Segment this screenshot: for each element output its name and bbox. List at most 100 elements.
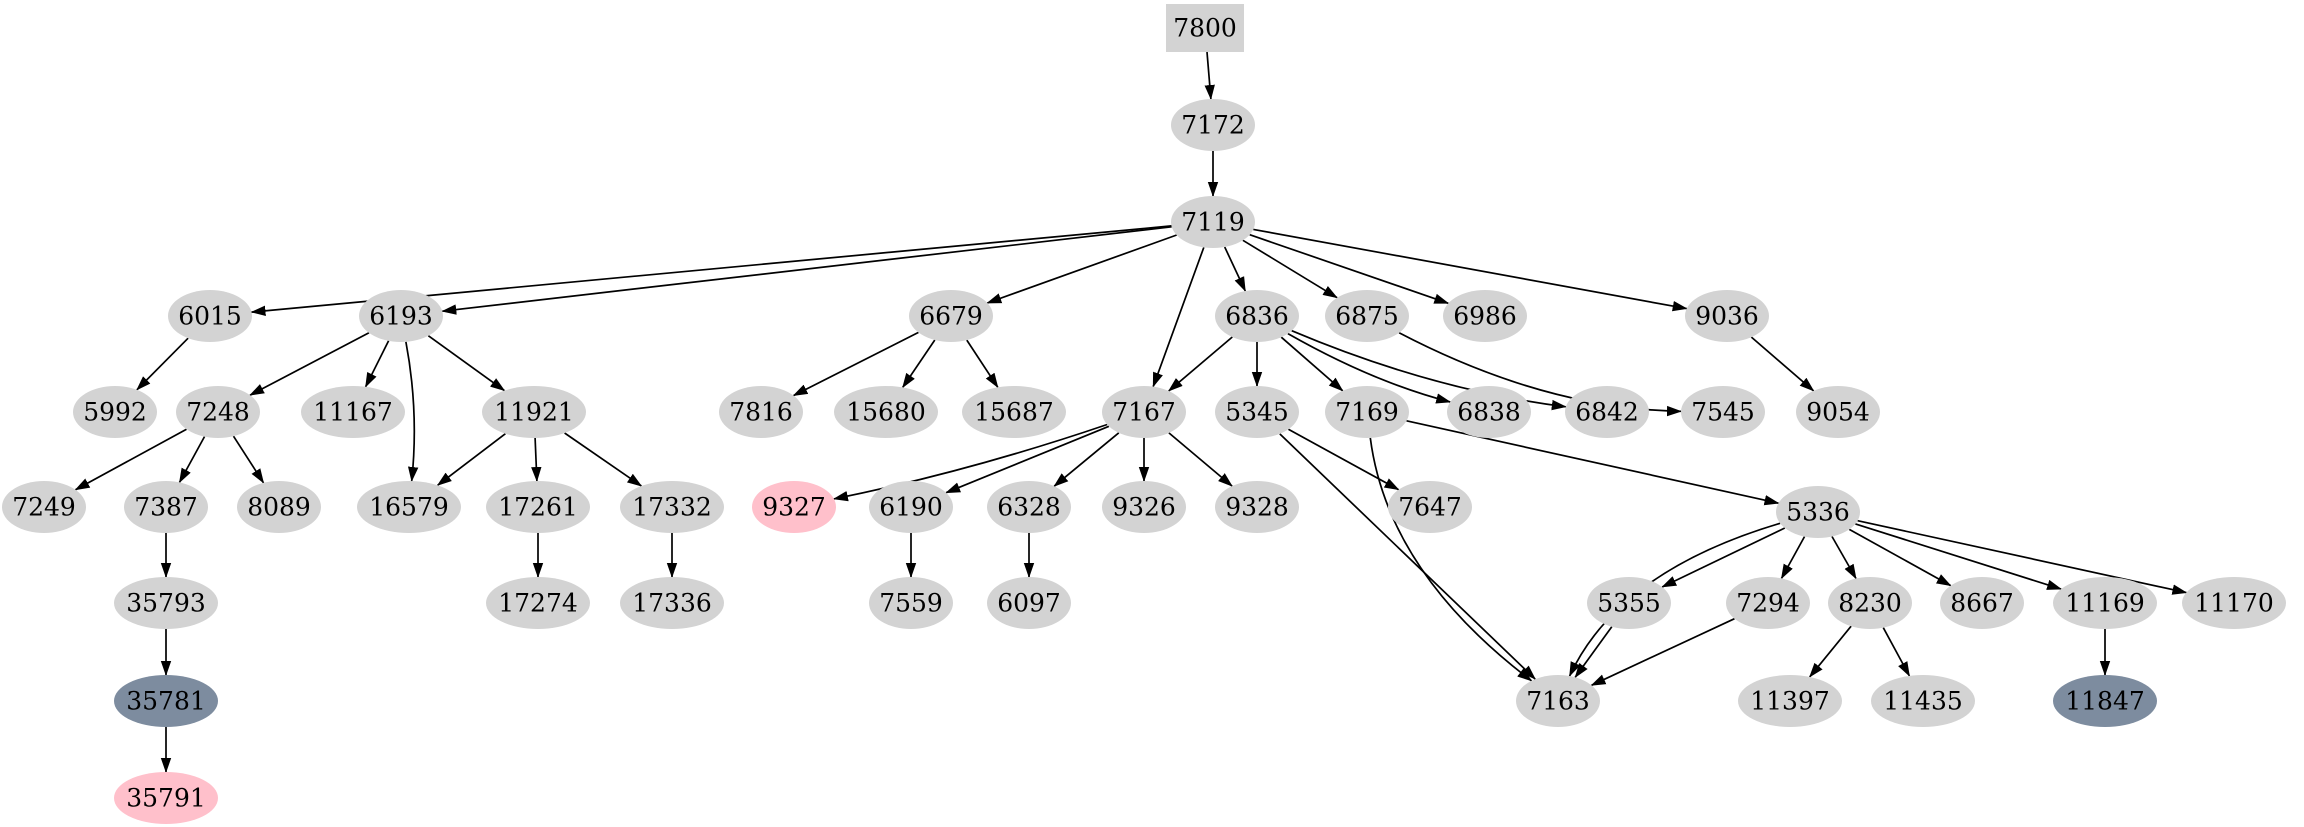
- node-shape-ellipse: [1447, 386, 1531, 438]
- node-6328: 6328: [987, 481, 1071, 533]
- node-label-11167: 11167: [313, 398, 393, 427]
- node-shape-ellipse: [114, 577, 218, 629]
- edge-6193-7248: [249, 332, 370, 396]
- node-6986: 6986: [1443, 290, 1527, 342]
- node-label-7248: 7248: [186, 398, 250, 427]
- node-5336: 5336: [1776, 486, 1860, 538]
- edge-6015-5992: [136, 337, 189, 391]
- node-shape-ellipse: [1215, 290, 1299, 342]
- node-shape-ellipse: [1102, 481, 1186, 533]
- node-6836: 6836: [1215, 290, 1299, 342]
- node-5355: 5355: [1587, 577, 1671, 629]
- node-shape-ellipse: [176, 386, 260, 438]
- node-shape-ellipse: [114, 675, 218, 727]
- node-label-7119: 7119: [1181, 208, 1245, 237]
- node-shape-ellipse: [124, 481, 208, 533]
- node-label-7294: 7294: [1736, 589, 1800, 618]
- node-label-11170: 11170: [2194, 589, 2274, 618]
- node-label-7545: 7545: [1691, 398, 1755, 427]
- node-shape-ellipse: [752, 481, 836, 533]
- node-label-11169: 11169: [2065, 589, 2145, 618]
- node-shape-ellipse: [1871, 675, 1975, 727]
- node-6838: 6838: [1447, 386, 1531, 438]
- edge-6193-11921: [427, 335, 506, 392]
- node-7294: 7294: [1726, 577, 1810, 629]
- node-label-7167: 7167: [1112, 398, 1176, 427]
- node-shape-ellipse: [1565, 386, 1649, 438]
- node-shape-ellipse: [1828, 577, 1912, 629]
- node-15680: 15680: [834, 386, 938, 438]
- node-label-5355: 5355: [1597, 589, 1661, 618]
- node-7647: 7647: [1388, 481, 1472, 533]
- node-7169: 7169: [1325, 386, 1409, 438]
- edge-5345-7647: [1287, 428, 1400, 491]
- edge-7800-7172: [1204, 51, 1215, 100]
- node-35781: 35781: [114, 675, 218, 727]
- edge-5336-7294: [1780, 536, 1806, 580]
- node-7119: 7119: [1171, 196, 1255, 248]
- edge-7167-6190: [945, 425, 1110, 494]
- node-shape-ellipse: [834, 386, 938, 438]
- node-label-7169: 7169: [1335, 398, 1399, 427]
- node-label-11435: 11435: [1883, 687, 1963, 716]
- node-17274: 17274: [486, 577, 590, 629]
- edge-7119-6986: [1249, 233, 1450, 305]
- node-shape-ellipse: [1443, 290, 1527, 342]
- edge-7119-6875: [1242, 239, 1338, 299]
- edges-layer: [74, 51, 2188, 773]
- node-label-7559: 7559: [879, 589, 943, 618]
- node-label-6838: 6838: [1457, 398, 1521, 427]
- node-17332: 17332: [620, 481, 724, 533]
- node-label-7647: 7647: [1398, 493, 1462, 522]
- node-shape-ellipse: [2053, 577, 2157, 629]
- edge-6836-6842: [1291, 329, 1567, 411]
- node-7559: 7559: [869, 577, 953, 629]
- node-label-7249: 7249: [12, 493, 76, 522]
- node-16579: 16579: [357, 481, 461, 533]
- node-shape-ellipse: [486, 577, 590, 629]
- node-shape-ellipse: [1796, 386, 1880, 438]
- node-label-6190: 6190: [879, 493, 943, 522]
- node-7249: 7249: [2, 481, 86, 533]
- node-9036: 9036: [1685, 290, 1769, 342]
- node-15687: 15687: [962, 386, 1066, 438]
- node-7387: 7387: [124, 481, 208, 533]
- node-label-16579: 16579: [369, 493, 449, 522]
- node-label-8230: 8230: [1838, 589, 1902, 618]
- node-label-35791: 35791: [126, 784, 206, 813]
- node-shape-rect: [1166, 4, 1244, 52]
- node-label-11921: 11921: [494, 398, 574, 427]
- node-label-7387: 7387: [134, 493, 198, 522]
- node-17336: 17336: [620, 577, 724, 629]
- node-11167: 11167: [301, 386, 405, 438]
- node-label-17274: 17274: [498, 589, 578, 618]
- node-label-9327: 9327: [762, 493, 826, 522]
- edge-11921-17332: [564, 432, 643, 487]
- node-label-11847: 11847: [2065, 687, 2145, 716]
- node-11847: 11847: [2053, 675, 2157, 727]
- node-shape-ellipse: [1776, 486, 1860, 538]
- node-shape-ellipse: [2, 481, 86, 533]
- node-label-5336: 5336: [1786, 498, 1850, 527]
- node-11169: 11169: [2053, 577, 2157, 629]
- node-label-6097: 6097: [997, 589, 1061, 618]
- node-label-35793: 35793: [126, 589, 206, 618]
- node-label-5992: 5992: [83, 398, 147, 427]
- node-shape-ellipse: [1171, 196, 1255, 248]
- node-shape-ellipse: [1388, 481, 1472, 533]
- node-5345: 5345: [1215, 386, 1299, 438]
- node-11170: 11170: [2182, 577, 2286, 629]
- node-5992: 5992: [73, 386, 157, 438]
- edge-7119-6193: [441, 225, 1172, 315]
- edge-7294-7163: [1590, 617, 1735, 687]
- node-label-8667: 8667: [1950, 589, 2014, 618]
- edge-11921-16579: [436, 433, 506, 486]
- node-shape-ellipse: [168, 290, 252, 342]
- edge-11921-17261: [531, 437, 542, 482]
- node-11435: 11435: [1871, 675, 1975, 727]
- node-label-7800: 7800: [1173, 14, 1237, 43]
- node-17261: 17261: [486, 481, 590, 533]
- node-6190: 6190: [869, 481, 953, 533]
